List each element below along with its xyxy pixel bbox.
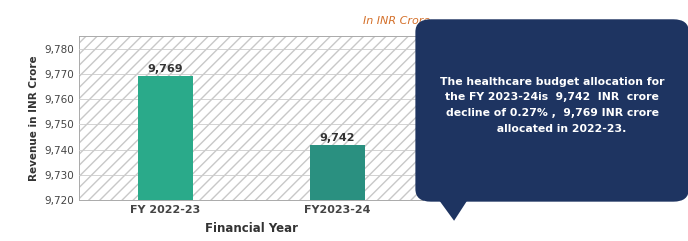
- Bar: [138, 76, 193, 241]
- FancyBboxPatch shape: [416, 19, 688, 202]
- FancyBboxPatch shape: [79, 36, 423, 200]
- Text: The healthcare budget allocation for
the FY 2023-24is  9,742  INR  crore
decline: The healthcare budget allocation for the…: [440, 77, 665, 134]
- Text: 9,769: 9,769: [147, 65, 183, 74]
- Bar: [310, 145, 365, 241]
- Polygon shape: [431, 189, 475, 221]
- Text: 9,742: 9,742: [319, 133, 355, 142]
- Y-axis label: Revenue in INR Crore: Revenue in INR Crore: [29, 55, 39, 181]
- Text: In INR Crore: In INR Crore: [363, 16, 430, 26]
- X-axis label: Financial Year: Financial Year: [204, 222, 298, 235]
